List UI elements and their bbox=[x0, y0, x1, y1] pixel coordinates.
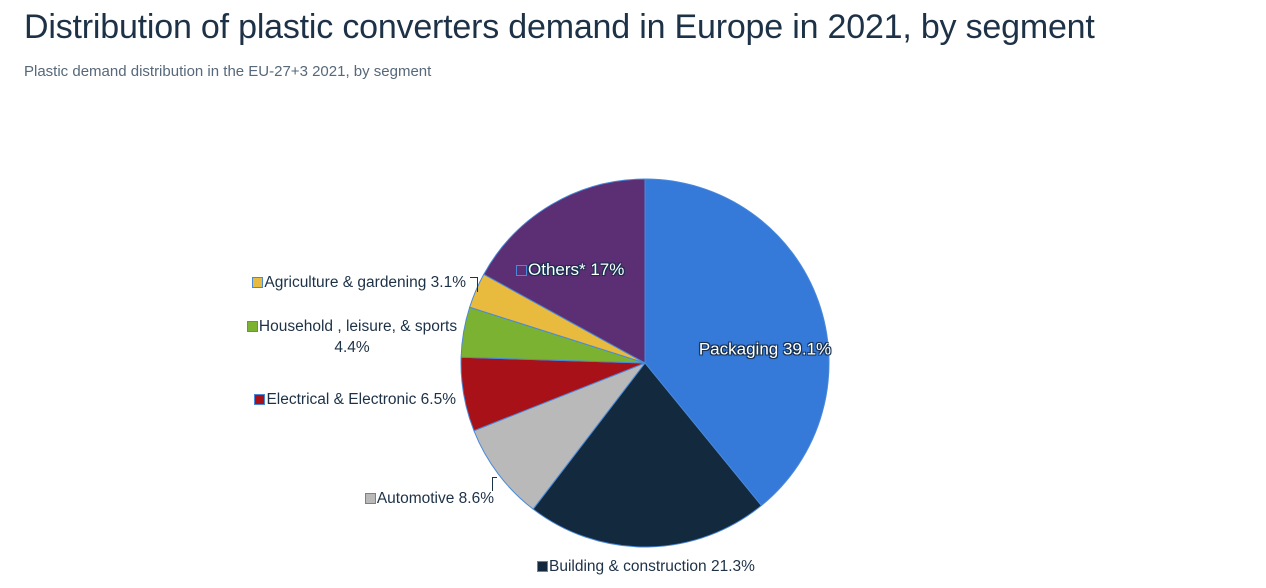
slice-label-agriculture-gardening: Agriculture & gardening 3.1% bbox=[252, 273, 466, 293]
legend-marker-household bbox=[246, 321, 258, 332]
leader-line-agriculture bbox=[470, 277, 478, 292]
slice-label-text: Building & construction 21.3% bbox=[549, 558, 755, 575]
slice-label-household-leisure-sports: Household , leisure, & sports 4.4% bbox=[237, 317, 467, 358]
slice-label-text: Automotive 8.6% bbox=[376, 490, 494, 507]
pie-slice-automotive bbox=[473, 362, 646, 510]
page-title: Distribution of plastic converters deman… bbox=[24, 8, 1095, 46]
pie-slice-others bbox=[483, 178, 646, 364]
legend-marker-building bbox=[537, 561, 548, 572]
legend-marker-others bbox=[516, 265, 527, 276]
slice-label-text: Agriculture & gardening 3.1% bbox=[264, 274, 466, 291]
slice-label-text: Household , leisure, & sports 4.4% bbox=[258, 318, 458, 356]
pie-slice-building-construction bbox=[532, 362, 762, 548]
slice-label-text: Electrical & Electronic 6.5% bbox=[266, 391, 456, 408]
page-subtitle: Plastic demand distribution in the EU-27… bbox=[24, 63, 432, 80]
slice-label-automotive: Automotive 8.6% bbox=[364, 489, 494, 509]
slice-label-others: Others* 17% bbox=[516, 259, 624, 280]
legend-marker-agriculture bbox=[252, 277, 264, 288]
slice-label-electrical-electronic: Electrical & Electronic 6.5% bbox=[254, 390, 456, 410]
slice-label-text: Packaging 39.1% bbox=[698, 339, 832, 359]
legend-marker-electrical bbox=[254, 394, 266, 405]
leader-line-automotive bbox=[492, 477, 497, 491]
slice-label-text: Others* 17% bbox=[528, 260, 625, 279]
slice-label-building-construction: Building & construction 21.3% bbox=[537, 557, 755, 577]
legend-marker-automotive bbox=[364, 493, 376, 504]
slice-label-packaging: Packaging 39.1% bbox=[699, 339, 831, 360]
pie-slice-packaging bbox=[644, 178, 830, 507]
